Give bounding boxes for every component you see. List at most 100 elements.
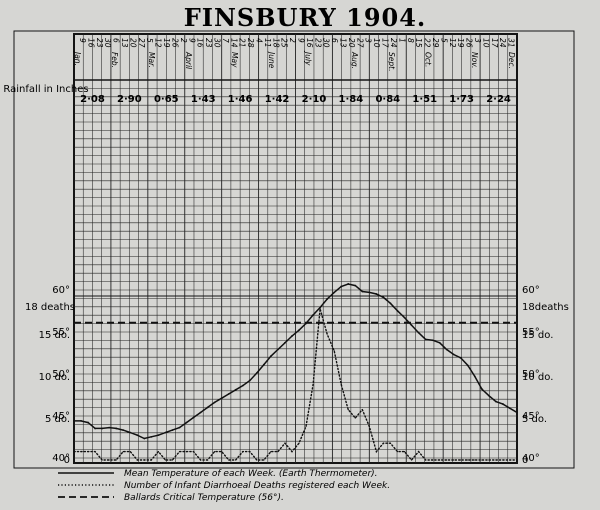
temperature-point [122,429,125,432]
month-label: July [304,50,313,66]
deaths-point [333,350,335,352]
deaths-point [256,459,258,461]
date-label: 13 [339,38,348,48]
deaths-point [446,459,448,461]
temperature-point [192,416,195,419]
temperature-point [115,427,118,430]
deaths-point [509,459,511,461]
deaths-point [277,451,279,453]
temperature-tick-right: 40° [522,453,540,464]
date-label: 16 [86,38,95,48]
deaths-point [375,451,377,453]
deaths-point [164,459,167,461]
deaths-point [516,459,518,461]
deaths-point [228,459,230,461]
deaths-tick-right: 18deaths [522,302,569,313]
deaths-point [474,459,476,461]
month-label: Aug. [350,51,359,69]
month-label: Dec. [507,52,516,69]
deaths-point [101,459,103,461]
month-label: Oct. [424,52,433,67]
deaths-point [171,459,174,461]
deaths-point [284,442,286,444]
temperature-point [312,314,314,316]
deaths-point [326,333,328,335]
deaths-point [150,459,152,461]
temperature-tick-left: 40° [52,453,70,464]
date-label: 14 [229,38,238,48]
rainfall-value: 2·10 [302,94,327,105]
temperature-point [108,426,111,429]
date-label: 2 [179,38,188,43]
deaths-point [424,459,427,461]
deaths-point [129,451,131,453]
temperature-tick-right: 45° [522,411,540,422]
month-label: June [267,50,276,69]
deaths-point [340,383,342,385]
temperature-point [516,411,518,414]
month-label: Jan. [73,50,82,66]
rainfall-value: 2·08 [80,94,105,105]
deaths-tick-left: 10 do. [39,372,70,383]
legend-label: Number of Infant Diarrhoeal Deaths regis… [124,481,390,491]
date-label: 9 [78,38,87,43]
temperature-point [340,285,343,288]
date-label: 6 [112,38,121,43]
deaths-point [319,308,321,310]
date-header: 9 16 23 30 6 13 20 27 5 12 19 26 2 9 16 23 30 7 14 21 28 4 11 1… [73,38,516,71]
deaths-point [382,442,384,444]
deaths-point [467,459,469,461]
deaths-point [207,459,209,461]
month-label: May [230,52,239,68]
deaths-point [199,459,202,461]
temperature-point [206,406,209,409]
temperature-point [262,363,265,366]
date-label: 28 [246,38,255,48]
date-label: 26 [465,38,474,48]
date-label: 16 [196,38,205,48]
date-label: 30 [212,38,221,48]
deaths-point [108,459,110,461]
temperature-point [326,298,329,300]
date-label: 3 [364,38,373,43]
month-label: Sept. [387,52,396,71]
deaths-point [263,459,265,461]
date-label: 5 [145,38,154,43]
deaths-tick-right: 10 do. [522,372,553,383]
temperature-point [80,419,82,422]
date-label: 15 [414,38,423,48]
deaths-tick-right: 5 do. [522,414,547,425]
temperature-point [417,331,420,334]
temperature-point [129,431,132,434]
deaths-tick-right: 0 [522,455,528,466]
temperature-point [502,403,504,405]
temperature-point [431,339,434,342]
deaths-point [291,451,293,453]
deaths-point [235,459,237,461]
chart-frame [13,30,575,469]
deaths-point [354,417,356,419]
deaths-point [94,451,96,453]
date-label: 7 [221,38,230,43]
temperature-point [87,421,89,424]
temperature-point [509,407,511,410]
date-label: 19 [162,38,171,48]
temperature-tick-right: 60° [522,285,540,296]
date-label: 9 [297,38,306,43]
temperature-point [73,419,75,422]
date-label: 12 [154,38,163,48]
date-label: 24 [498,38,507,48]
temperature-point [361,290,364,293]
month-label: Nov. [470,52,479,68]
date-label: 16 [305,38,314,48]
rainfall-value: 1·84 [339,94,364,105]
month-label: Feb. [110,52,119,68]
deaths-tick-left: 18 deaths [25,302,75,313]
temperature-point [438,341,441,344]
deaths-point [122,451,124,453]
deaths-point [389,442,392,444]
temperature-point [101,427,104,430]
temperature-point [445,348,448,351]
